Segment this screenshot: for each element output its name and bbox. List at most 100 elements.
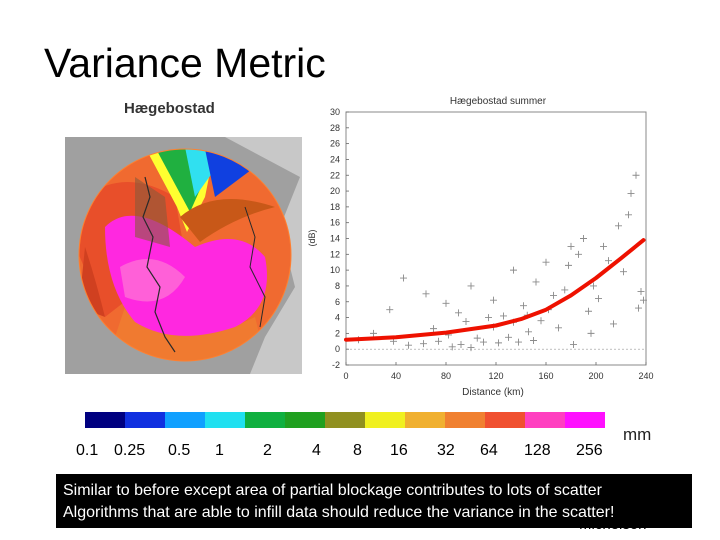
radar-map-panel bbox=[65, 137, 302, 374]
scatter-point bbox=[457, 340, 465, 348]
radar-zone-blue bbox=[205, 149, 255, 197]
scatter-point bbox=[587, 329, 595, 337]
colorbar-label: 32 bbox=[437, 442, 455, 459]
scatter-point bbox=[537, 317, 545, 325]
y-tick-label: 24 bbox=[330, 154, 340, 164]
x-tick-label: 40 bbox=[391, 371, 401, 381]
scatter-chart: Hægebostad summer (dB) Distance (km) -2 0… bbox=[303, 90, 665, 400]
scatter-point bbox=[640, 296, 647, 304]
x-tick-label: 120 bbox=[488, 371, 503, 381]
chart-x-axis-label: Distance (km) bbox=[462, 387, 524, 398]
scatter-point bbox=[400, 274, 407, 282]
scatter-point bbox=[485, 314, 492, 322]
scatter-point bbox=[550, 291, 557, 299]
scatter-point bbox=[530, 336, 537, 344]
scatter-point bbox=[525, 328, 532, 336]
caption-box: Similar to before except area of partial… bbox=[56, 474, 692, 528]
radar-blockage-west bbox=[135, 177, 170, 247]
colorbar-segment bbox=[205, 412, 245, 428]
coastline-east bbox=[244, 206, 266, 328]
scatter-point bbox=[625, 211, 632, 219]
radar-colorbar bbox=[85, 412, 605, 428]
colorbar-segment bbox=[245, 412, 285, 428]
scatter-point bbox=[632, 171, 640, 179]
y-tick-label: 10 bbox=[330, 265, 340, 275]
chart-title: Hægebostad summer bbox=[450, 96, 547, 107]
colorbar-segment bbox=[125, 412, 165, 428]
radar-zone-heavy bbox=[105, 215, 267, 336]
scatter-point bbox=[561, 286, 569, 294]
radar-colorbar-labels: 0.1 0.25 0.5 1 2 4 8 16 32 64 128 256 bbox=[76, 442, 636, 462]
scatter-point bbox=[532, 278, 540, 286]
scatter-point bbox=[480, 338, 487, 346]
coastline bbox=[142, 176, 176, 353]
y-tick-label: 16 bbox=[330, 218, 340, 228]
radar-range-ring bbox=[78, 148, 292, 362]
colorbar-segment bbox=[325, 412, 365, 428]
scatter-point bbox=[505, 333, 512, 341]
scatter-point bbox=[605, 257, 612, 265]
y-tick-label: 22 bbox=[330, 170, 340, 180]
radar-blockage-wedge bbox=[180, 199, 275, 242]
scatter-point bbox=[600, 242, 607, 250]
colorbar-label: 2 bbox=[263, 442, 272, 459]
scatter-point bbox=[627, 189, 635, 197]
scatter-point bbox=[565, 261, 572, 269]
scatter-point bbox=[610, 320, 617, 328]
x-tick-label: 200 bbox=[588, 371, 603, 381]
colorbar-segment bbox=[405, 412, 445, 428]
scatter-point bbox=[422, 290, 430, 298]
colorbar-label: 0.25 bbox=[114, 442, 146, 459]
radar-map-title: Hægebostad bbox=[124, 100, 215, 117]
scatter-point bbox=[567, 242, 575, 250]
y-tick-label: 0 bbox=[335, 344, 340, 354]
scatter-chart-svg: Hægebostad summer (dB) Distance (km) -20… bbox=[307, 96, 654, 398]
scatter-point bbox=[580, 235, 587, 242]
scatter-point bbox=[520, 302, 527, 310]
scatter-point bbox=[570, 340, 577, 348]
colorbar-segment bbox=[85, 412, 125, 428]
scatter-point bbox=[405, 341, 412, 349]
y-tick-label: 28 bbox=[330, 123, 340, 133]
colorbar-label: 0.5 bbox=[168, 442, 191, 459]
scatter-point bbox=[542, 258, 550, 266]
colorbar-segment bbox=[485, 412, 525, 428]
scatter-point bbox=[442, 299, 450, 307]
scatter-point bbox=[585, 307, 592, 315]
scatter-point bbox=[448, 343, 456, 351]
scatter-point bbox=[620, 268, 627, 276]
chart-y-axis-label: (dB) bbox=[307, 229, 317, 246]
map-land-east bbox=[225, 137, 302, 374]
colorbar-segment bbox=[365, 412, 405, 428]
scatter-point bbox=[555, 324, 562, 332]
colorbar-label: 8 bbox=[353, 442, 362, 459]
scatter-point bbox=[515, 338, 522, 346]
y-tick-label: 20 bbox=[330, 186, 340, 196]
colorbar-segment bbox=[285, 412, 325, 428]
caption-line-2: Algorithms that are able to infill data … bbox=[63, 504, 615, 521]
colorbar-segment bbox=[445, 412, 485, 428]
colorbar-unit: mm bbox=[623, 425, 652, 444]
scatter-point bbox=[467, 282, 475, 290]
scatter-point bbox=[386, 306, 394, 314]
scatter-point bbox=[637, 287, 645, 295]
scatter-point bbox=[495, 339, 502, 347]
scatter-point bbox=[420, 340, 427, 348]
scatter-point bbox=[635, 304, 642, 312]
radar-zone-heavy-2 bbox=[120, 259, 185, 302]
x-tick-label: 160 bbox=[538, 371, 553, 381]
y-tick-label: 8 bbox=[335, 281, 340, 291]
scatter-point bbox=[575, 250, 582, 258]
scatter-point bbox=[455, 309, 462, 317]
colorbar-segment bbox=[565, 412, 605, 428]
scatter-point bbox=[615, 222, 622, 230]
scatter-point bbox=[595, 295, 602, 303]
radar-precipitation-map bbox=[65, 137, 302, 374]
scatter-point bbox=[490, 296, 497, 304]
colorbar-label: 0.1 bbox=[76, 442, 99, 459]
y-tick-label: 30 bbox=[330, 107, 340, 117]
x-tick-label: 80 bbox=[441, 371, 451, 381]
colorbar-label: 64 bbox=[480, 442, 498, 459]
caption-line-1: Similar to before except area of partial… bbox=[63, 482, 602, 499]
y-tick-label: 26 bbox=[330, 139, 340, 149]
